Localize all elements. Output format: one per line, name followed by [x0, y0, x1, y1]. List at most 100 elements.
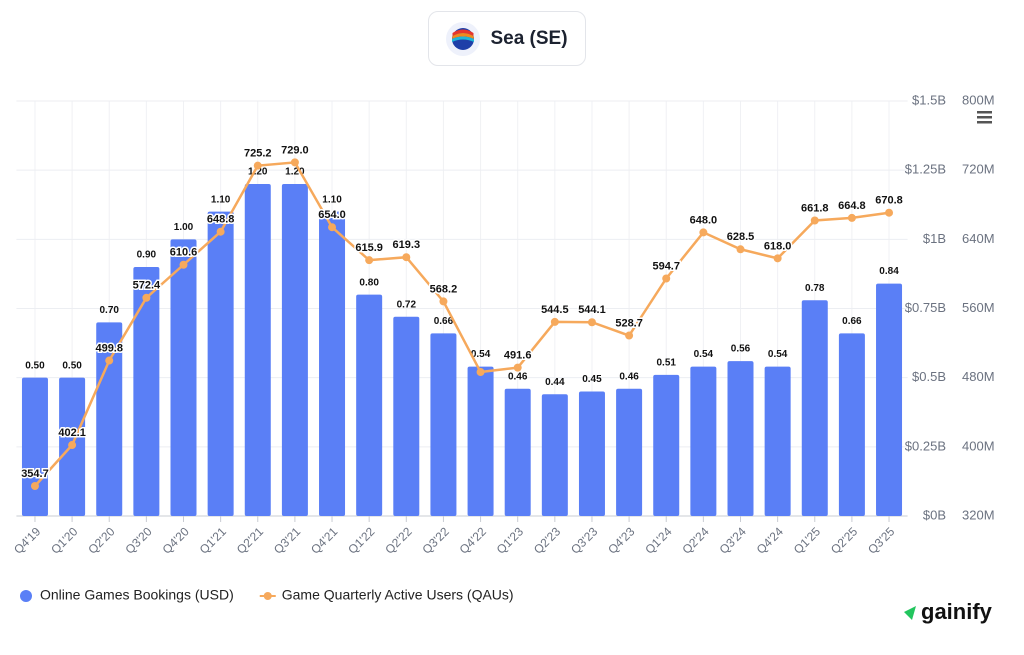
line-value-label: 544.5: [541, 304, 569, 316]
x-tick-label: Q4'19: [11, 524, 44, 557]
y2-tick-label: 800M: [962, 92, 995, 107]
legend-label: Game Quarterly Active Users (QAUs): [282, 587, 514, 603]
bar: [690, 366, 717, 516]
x-tick-label: Q3'25: [865, 524, 898, 557]
y2-tick-label: 640M: [962, 231, 995, 246]
bar: [170, 239, 197, 517]
bar: [876, 283, 903, 516]
bar: [504, 388, 531, 516]
x-tick-label: Q2'20: [85, 524, 118, 557]
bar: [616, 388, 643, 516]
menu-icon[interactable]: [977, 111, 992, 124]
y2-tick-label: 400M: [962, 438, 995, 453]
line-value-label: 619.3: [393, 239, 421, 251]
bar: [244, 184, 271, 516]
x-tick-label: Q2'22: [382, 524, 415, 557]
bar-value-label: 1.10: [211, 194, 231, 205]
legend-swatch: [263, 592, 272, 600]
line-point: [699, 228, 708, 237]
line-point: [476, 368, 485, 377]
y2-tick-label: 480M: [962, 369, 995, 384]
legend-label: Online Games Bookings (USD): [40, 587, 234, 603]
line-value-label: 572.4: [133, 280, 161, 292]
bar-value-label: 0.54: [471, 349, 491, 360]
line-point: [142, 293, 151, 302]
header: Sea (SE): [428, 11, 586, 66]
line-value-label: 402.1: [58, 427, 86, 439]
x-tick-label: Q4'23: [605, 524, 638, 557]
y-tick-label: $0.75B: [905, 300, 946, 315]
line-point: [328, 223, 337, 232]
x-tick-label: Q2'24: [679, 524, 712, 557]
x-tick-label: Q1'23: [494, 524, 527, 557]
bar: [541, 394, 568, 516]
x-tick-label: Q4'20: [160, 524, 193, 557]
menu-bar[interactable]: [977, 121, 992, 124]
line-value-label: 544.1: [578, 304, 606, 316]
bar-value-label: 0.56: [731, 344, 751, 355]
line-value-label: 491.6: [504, 350, 532, 362]
bar-value-label: 0.50: [62, 360, 82, 371]
y-tick-label: $0.5B: [912, 369, 946, 384]
line-value-label: 528.7: [615, 317, 643, 329]
bar-value-label: 0.70: [99, 305, 119, 316]
line-point: [402, 253, 411, 262]
bar: [96, 322, 123, 516]
x-tick-label: Q4'21: [308, 524, 341, 557]
bar-value-label: 1.10: [322, 194, 342, 205]
line-point: [30, 481, 39, 490]
x-tick-label: Q4'22: [457, 524, 490, 557]
brand-mark: [904, 606, 916, 620]
line: [34, 161, 890, 487]
x-tick-label: Q1'21: [197, 524, 230, 557]
line-value-label: 661.8: [801, 202, 829, 214]
x-tick-label: Q1'22: [345, 524, 378, 557]
bar-value-label: 0.44: [545, 377, 565, 388]
line-value-label: 670.8: [875, 195, 903, 207]
bar-value-label: 0.78: [805, 283, 825, 294]
x-tick-label: Q1'25: [791, 524, 824, 557]
bar-value-label: 0.72: [397, 299, 417, 310]
bar-value-label: 0.84: [879, 266, 899, 277]
x-tick-label: Q2'21: [234, 524, 267, 557]
line-point: [587, 318, 596, 327]
bar: [838, 333, 865, 516]
y-tick-label: $1.25B: [905, 162, 946, 177]
line-value-label: 594.7: [652, 260, 680, 272]
line-point: [179, 260, 188, 269]
line-value-label: 664.8: [838, 200, 866, 212]
bar: [207, 211, 234, 516]
legend-swatch: [20, 590, 32, 602]
bar-value-label: 0.66: [434, 316, 454, 327]
line-point: [736, 245, 745, 254]
line-value-label: 725.2: [244, 148, 272, 160]
line-point: [439, 297, 448, 306]
brand-name: gainify: [921, 599, 993, 624]
menu-bar[interactable]: [977, 111, 992, 114]
menu-bar[interactable]: [977, 116, 992, 119]
bar-value-label: 0.80: [359, 277, 379, 288]
bar-value-label: 1.00: [174, 222, 194, 233]
brand-logo: gainify: [904, 599, 993, 624]
bar-value-label: 0.51: [656, 358, 676, 369]
title: Sea (SE): [490, 27, 568, 49]
x-tick-label: Q3'23: [568, 524, 601, 557]
bar: [653, 374, 680, 516]
x-tick-label: Q3'22: [420, 524, 453, 557]
bar-value-label: 0.50: [25, 360, 45, 371]
bar: [319, 211, 346, 516]
y-tick-label: $1.5B: [912, 92, 946, 107]
line-point: [513, 363, 522, 372]
line-point: [662, 274, 671, 283]
line-point: [290, 158, 299, 167]
bar-value-label: 0.54: [694, 349, 714, 360]
bar: [430, 333, 457, 516]
bar: [764, 366, 791, 516]
bar: [393, 316, 420, 516]
line-point: [773, 254, 782, 263]
line-value-label: 648.8: [207, 214, 235, 226]
bar: [133, 267, 160, 516]
bar-value-label: 1.20: [285, 167, 305, 178]
line-value-label: 648.0: [690, 214, 718, 226]
line-value-label: 729.0: [281, 144, 309, 156]
